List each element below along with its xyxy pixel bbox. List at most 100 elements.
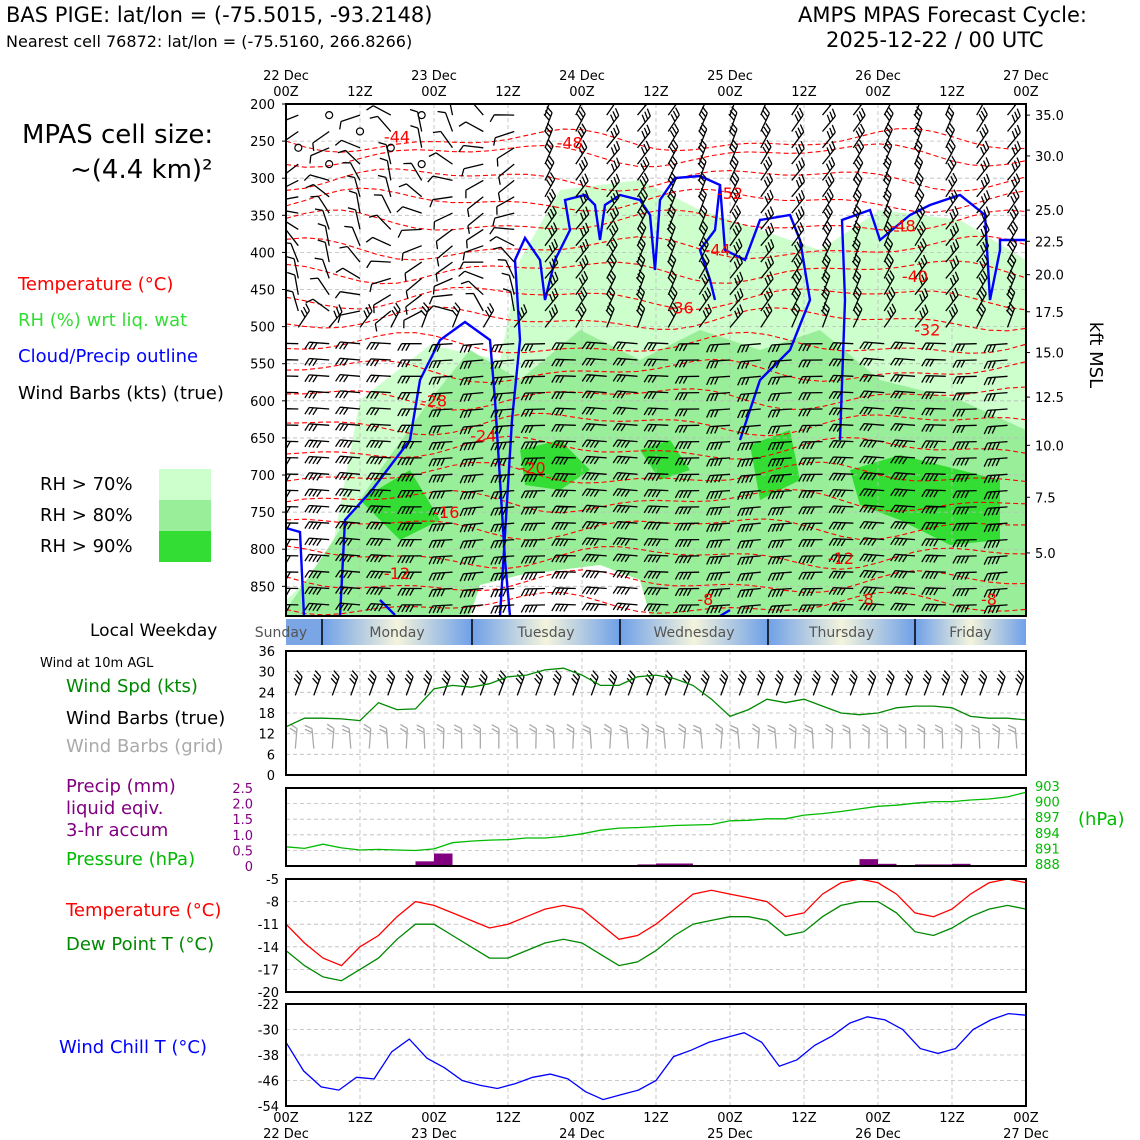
wind-barb [434, 278, 453, 294]
temperature-contour-label: -24 [470, 427, 496, 446]
wind-barb [502, 273, 515, 295]
weekday-name: Sunday [255, 625, 307, 641]
windchill-tick-label: -38 [258, 1049, 279, 1064]
wind-barb [336, 268, 360, 278]
wind-barb [429, 153, 453, 164]
height-tick-label: 7.5 [1035, 491, 1056, 506]
pressure-tick-label: 600 [250, 395, 275, 410]
temperature-contour-label: -20 [520, 459, 546, 478]
wind-barb [286, 257, 298, 279]
wind-barb [367, 261, 391, 268]
wind-tick-label: 30 [258, 666, 275, 681]
precip-tick-label: 1.0 [232, 829, 253, 844]
wind-tick-label: 24 [258, 686, 275, 701]
pressure-tick-label: 903 [1035, 780, 1060, 795]
bottom-date-label: 23 Dec [411, 1127, 457, 1140]
wind-barb [305, 457, 329, 465]
calm-wind-marker [326, 112, 333, 119]
wind-barb [375, 311, 391, 332]
wind-barb [397, 207, 422, 213]
pressure-label: Pressure (hPa) [66, 849, 195, 870]
wind-barb [276, 197, 298, 208]
wind-barb [405, 262, 422, 281]
pressure-tick-label: 850 [250, 580, 275, 595]
wind-barb [428, 176, 453, 182]
bottom-date-label: 27 Dec [1003, 1127, 1049, 1140]
wind-barb [310, 278, 329, 295]
legend-rh90-swatch [159, 531, 211, 562]
wind-barb [305, 522, 329, 530]
bottom-hour-label: 00Z [1013, 1111, 1039, 1126]
cell-size-value: ~(4.4 km)² [70, 155, 213, 185]
wind-barb [367, 359, 391, 366]
wind-barb [335, 292, 360, 298]
height-tick-label: 10.0 [1035, 439, 1064, 454]
wind-barb [343, 163, 361, 181]
precip-label-1: Precip (mm) [66, 776, 176, 797]
wind-barb [490, 228, 514, 235]
temperature-contour-label: -28 [421, 392, 447, 411]
wind-barb [433, 132, 453, 148]
wind-barb [1008, 206, 1019, 230]
pressure-tick-label: 400 [250, 246, 275, 261]
wind-barb [367, 106, 391, 115]
top-date-label: 22 Dec [263, 69, 309, 84]
wind-tick-label: 0 [267, 769, 275, 784]
precip-tick-label: 0 [245, 860, 253, 875]
pressure-tick-label: 650 [250, 432, 275, 447]
wind-barb [305, 506, 329, 514]
top-hour-label: 00Z [1013, 85, 1039, 100]
wind-barb [315, 209, 329, 229]
pressure-tick-label: 888 [1035, 858, 1060, 873]
pressure-tick-label: 750 [250, 506, 275, 521]
top-date-label: 27 Dec [1003, 69, 1049, 84]
temperature-contour-label: -12 [828, 549, 854, 568]
wind-barb [459, 122, 483, 132]
wind-barb [369, 215, 391, 229]
wind-barb [336, 391, 360, 398]
wind-barbs-grid-label: Wind Barbs (grid) [66, 736, 224, 757]
wind-barb [391, 303, 400, 327]
wind-barb [398, 229, 422, 237]
top-hour-label: 12Z [347, 85, 373, 100]
bottom-hour-label: 12Z [643, 1111, 669, 1126]
top-hour-label: 00Z [273, 85, 299, 100]
legend-cloud: Cloud/Precip outline [18, 346, 198, 367]
windchill-tick-label: -46 [258, 1075, 279, 1090]
temperature-contour-label: -12 [384, 564, 410, 583]
temperature-tick-label: -5 [266, 873, 279, 888]
wind-barb [378, 176, 391, 197]
wind-barb [305, 359, 329, 366]
bottom-hour-label: 12Z [347, 1111, 373, 1126]
temperature-contour-label: -44 [384, 128, 410, 147]
top-hour-label: 12Z [643, 85, 669, 100]
height-tick-label: 12.5 [1035, 391, 1064, 406]
height-tick-label: 25.0 [1035, 204, 1064, 219]
bottom-hour-label: 00Z [865, 1111, 891, 1126]
top-date-label: 25 Dec [707, 69, 753, 84]
forecast-cycle-title: AMPS MPAS Forecast Cycle: [798, 3, 1087, 27]
precip-bar [434, 854, 453, 866]
wind-barb [462, 100, 483, 115]
legend-rh: RH (%) wrt liq. wat [18, 310, 187, 331]
weekday-name: Monday [369, 625, 424, 641]
wind-barb [853, 140, 863, 164]
bottom-date-label: 25 Dec [707, 1127, 753, 1140]
top-date-label: 24 Dec [559, 69, 605, 84]
wind-barb [430, 295, 453, 305]
top-hour-label: 00Z [569, 85, 595, 100]
temperature-panel-label: Temperature (°C) [66, 900, 221, 921]
wind-barb [460, 262, 484, 269]
wind-barb [304, 175, 329, 181]
precip-bar [860, 859, 879, 866]
weekday-name: Friday [949, 625, 991, 641]
bottom-hour-label: 12Z [939, 1111, 965, 1126]
wind-barb [298, 304, 309, 328]
temperature-contour-label: -44 [705, 240, 731, 259]
legend-rh70-label: RH > 70% [40, 474, 133, 495]
height-tick-label: 17.5 [1035, 306, 1064, 321]
pressure-tick-label: 500 [250, 321, 275, 336]
temperature-contour-label: -8 [858, 590, 874, 609]
wind-barb [461, 281, 483, 295]
wind-barb [402, 246, 422, 261]
